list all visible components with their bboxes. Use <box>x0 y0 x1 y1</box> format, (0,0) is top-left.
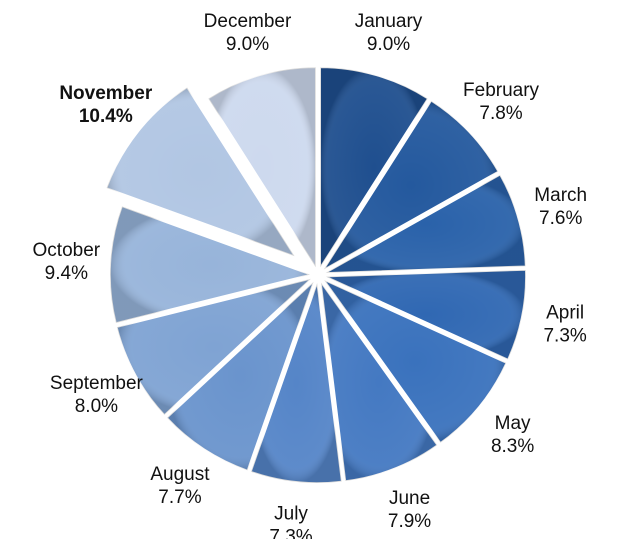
slice-shine <box>323 100 499 270</box>
slice-label: May <box>495 413 531 434</box>
slice-shine <box>325 174 526 273</box>
slice-label: April <box>546 302 584 323</box>
slice-shine <box>167 281 314 471</box>
slice-label: July <box>274 504 308 525</box>
slice-value-label: 7.3% <box>269 527 312 539</box>
slice-value-label: 10.4% <box>79 106 133 127</box>
slice-value-label: 7.6% <box>539 208 582 229</box>
slice-shine <box>320 67 428 268</box>
slice-label: February <box>463 80 540 101</box>
slice-label: March <box>534 185 587 206</box>
slice-value-label: 8.0% <box>75 396 118 417</box>
slice-label: November <box>59 83 153 104</box>
slice-value-label: 9.4% <box>45 263 88 284</box>
slice-shine <box>208 67 316 268</box>
slice-shine <box>325 269 526 360</box>
slice-label: December <box>204 11 292 32</box>
slice-value-label: 7.8% <box>479 103 522 124</box>
slice-shine <box>324 280 507 443</box>
slice-shine <box>106 87 295 257</box>
slice-value-label: 7.7% <box>158 487 201 508</box>
slice-shine <box>320 282 438 481</box>
slice-value-label: 7.3% <box>543 325 586 346</box>
slice-label: September <box>50 373 144 394</box>
slice-label: October <box>33 240 101 261</box>
slice-value-label: 8.3% <box>491 436 534 457</box>
slice-value-label: 9.0% <box>367 34 410 55</box>
slice-label: June <box>389 488 430 509</box>
slice-shine <box>116 278 311 415</box>
slice-value-label: 9.0% <box>226 34 269 55</box>
slice-label: August <box>150 464 210 485</box>
slice-shine <box>110 206 311 323</box>
slice-label: January <box>355 11 423 32</box>
slice-value-label: 7.9% <box>388 511 431 532</box>
slice-shine <box>250 282 342 483</box>
